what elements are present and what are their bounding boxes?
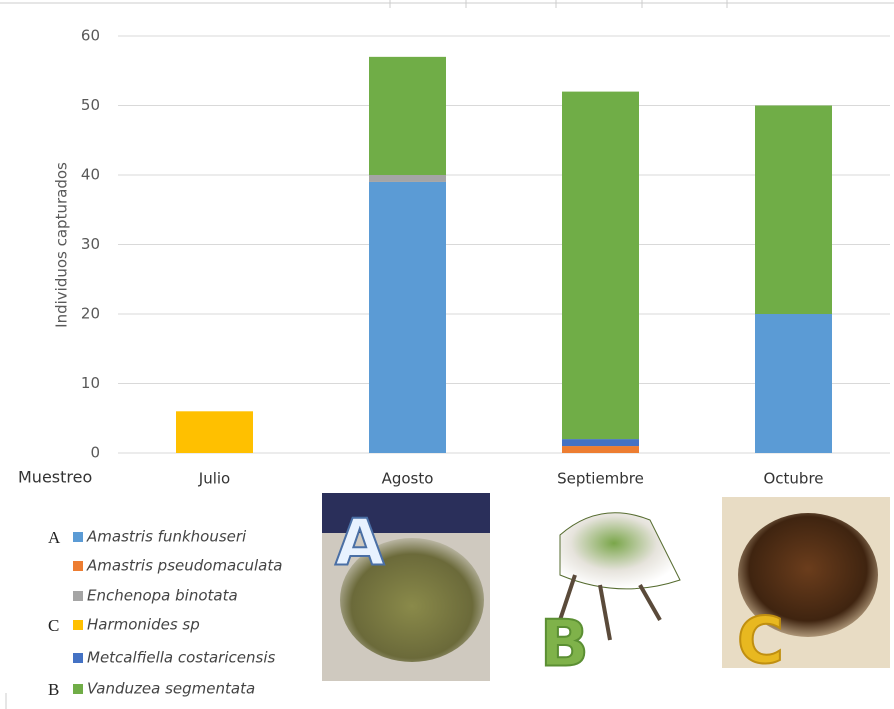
bar-segment (562, 446, 639, 453)
legend-label: Metcalfiella costaricensis (87, 649, 275, 667)
photo-label: C (737, 605, 784, 679)
bar-segment (562, 439, 639, 447)
y-tick-label: 0 (90, 444, 100, 462)
legend-label: Vanduzea segmentata (87, 680, 255, 698)
bar-segment (369, 175, 446, 182)
x-tick-label: Septiembre (557, 470, 644, 488)
y-tick-label: 30 (81, 235, 100, 253)
legend-tag: B (48, 680, 59, 699)
x-axis-title: Muestreo (18, 468, 92, 487)
bar-segment (176, 411, 253, 453)
legend-label: Enchenopa binotata (87, 587, 238, 605)
legend-label: Harmonides sp (87, 616, 200, 634)
y-tick-label: 60 (81, 27, 100, 45)
legend-swatch (73, 620, 83, 630)
photo-a (322, 493, 490, 681)
bar-segment (369, 56, 446, 175)
y-tick-label: 20 (81, 305, 100, 323)
legend-label: Amastris pseudomaculata (86, 557, 282, 575)
legend-swatch (73, 653, 83, 663)
bar-segment (562, 91, 639, 440)
y-tick-label: 40 (81, 166, 100, 184)
photo-label: B (540, 608, 589, 682)
legend-tag: A (48, 528, 61, 547)
legend-tag: C (48, 616, 59, 635)
photo-b (530, 493, 690, 678)
y-axis-title: Individuos capturados (53, 162, 71, 328)
legend-swatch (73, 532, 83, 542)
x-tick-label: Agosto (382, 470, 434, 488)
photo-c (722, 497, 890, 668)
legend-swatch (73, 561, 83, 571)
legend-label: Amastris funkhouseri (86, 528, 247, 546)
y-tick-label: 50 (81, 96, 100, 114)
legend-swatch (73, 591, 83, 601)
bar-segment (755, 105, 832, 314)
bar-segment (755, 314, 832, 453)
photo-label: A (335, 507, 385, 581)
y-tick-label: 10 (81, 374, 100, 392)
x-tick-label: Julio (198, 470, 230, 488)
legend-swatch (73, 684, 83, 694)
x-tick-label: Octubre (763, 470, 823, 488)
bar-segment (369, 181, 446, 453)
